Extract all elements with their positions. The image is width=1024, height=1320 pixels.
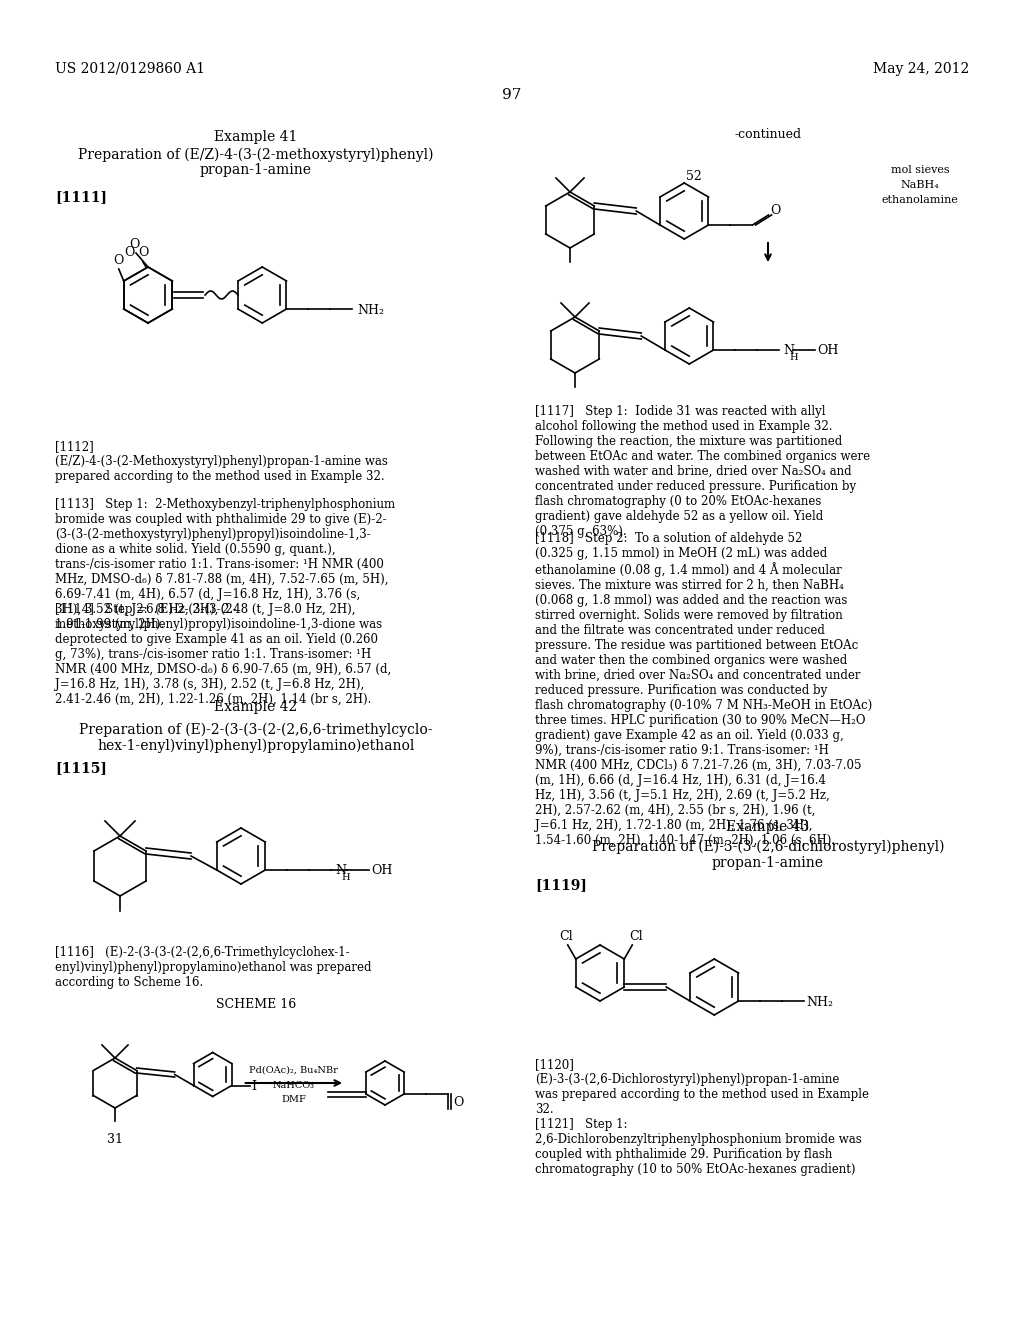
Text: H: H [790,354,798,363]
Text: ethanolamine: ethanolamine [882,195,958,205]
Text: [1111]: [1111] [55,190,106,205]
Text: O: O [138,246,148,259]
Text: NaHCO₃: NaHCO₃ [272,1081,314,1089]
Text: O: O [770,205,781,218]
Text: [1114]   Step 2:  (E)-2-(3-(3-(2-
methoxystyryl)phenyl)propyl)isoindoline-1,3-di: [1114] Step 2: (E)-2-(3-(3-(2- methoxyst… [55,603,391,706]
Text: [1116]   (E)-2-(3-(3-(2-(2,6,6-Trimethylcyclohex-1-
enyl)vinyl)phenyl)propylamin: [1116] (E)-2-(3-(3-(2-(2,6,6-Trimethylcy… [55,946,372,989]
Text: mol sieves: mol sieves [891,165,949,176]
Text: US 2012/0129860 A1: US 2012/0129860 A1 [55,62,205,77]
Text: [1115]: [1115] [55,762,106,775]
Text: [1118]   Step 2:  To a solution of aldehyde 52
(0.325 g, 1.15 mmol) in MeOH (2 m: [1118] Step 2: To a solution of aldehyde… [535,532,872,847]
Text: [1117]   Step 1:  Iodide 31 was reacted with allyl
alcohol following the method : [1117] Step 1: Iodide 31 was reacted wit… [535,405,870,539]
Text: Pd(OAc)₂, Bu₄NBr: Pd(OAc)₂, Bu₄NBr [250,1067,338,1074]
Text: O: O [124,247,134,260]
Text: [1113]   Step 1:  2-Methoxybenzyl­triphenylphosphonium
bromide was coupled with : [1113] Step 1: 2-Methoxybenzyl­triphenyl… [55,498,395,631]
Text: NH₂: NH₂ [807,995,834,1008]
Text: -continued: -continued [734,128,802,141]
Text: 31: 31 [106,1133,123,1146]
Text: propan-1-amine: propan-1-amine [712,855,824,870]
Text: NaBH₄: NaBH₄ [901,180,939,190]
Text: OH: OH [372,865,392,878]
Text: May 24, 2012: May 24, 2012 [872,62,969,77]
Text: N: N [335,865,346,878]
Text: [1119]: [1119] [535,878,587,892]
Text: Example 41: Example 41 [214,129,298,144]
Text: Example 42: Example 42 [214,700,298,714]
Text: Preparation of (E)-2-(3-(3-(2-(2,6,6-trimethylcyclo-: Preparation of (E)-2-(3-(3-(2-(2,6,6-tri… [79,723,433,738]
Text: NH₂: NH₂ [357,304,384,317]
Text: I: I [252,1080,257,1093]
Text: 97: 97 [503,88,521,102]
Text: [1112]
(E/Z)-4-(3-(2-Methoxystyryl)phenyl)propan-1-amine was
prepared according : [1112] (E/Z)-4-(3-(2-Methoxystyryl)pheny… [55,440,388,483]
Text: Example 43: Example 43 [726,820,810,834]
Text: 52: 52 [686,170,702,183]
Text: hex-1-enyl)vinyl)phenyl)propylamino)ethanol: hex-1-enyl)vinyl)phenyl)propylamino)etha… [97,739,415,754]
Text: Cl: Cl [559,931,572,944]
Text: H: H [341,874,350,883]
Text: [1121]   Step 1:
2,6-Dichlorobenzyltriphenylphosphonium bromide was
coupled with: [1121] Step 1: 2,6-Dichlorobenzyltriphen… [535,1118,862,1176]
Text: Cl: Cl [630,931,643,944]
Text: propan-1-amine: propan-1-amine [200,162,312,177]
Text: O: O [114,255,124,268]
Text: O: O [129,239,139,252]
Text: SCHEME 16: SCHEME 16 [216,998,296,1011]
Text: Preparation of (E)-3-(3-(2,6-dichlorostyryl)phenyl): Preparation of (E)-3-(3-(2,6-dichlorosty… [592,840,944,854]
Text: O: O [453,1096,464,1109]
Text: Preparation of (E/Z)-4-(3-(2-methoxystyryl)phenyl): Preparation of (E/Z)-4-(3-(2-methoxystyr… [78,148,434,162]
Text: N: N [783,345,795,358]
Text: [1120]
(E)-3-(3-(2,6-Dichlorostyryl)phenyl)propan-1-amine
was prepared according: [1120] (E)-3-(3-(2,6-Dichlorostyryl)phen… [535,1059,869,1115]
Text: OH: OH [817,345,839,358]
Text: DMF: DMF [282,1096,306,1104]
